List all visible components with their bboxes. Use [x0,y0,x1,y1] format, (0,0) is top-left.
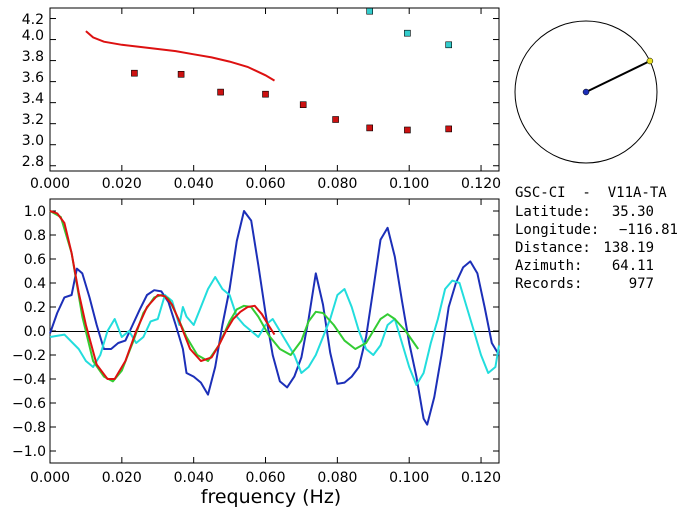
top-x-tick-label: 0.080 [317,176,357,192]
bottom-y-tick-label: 0.4 [24,276,46,292]
bottom-y-tick-label: −0.6 [12,396,46,412]
bottom-y-tick-label: 0.6 [24,252,46,268]
latitude-value: 35.30 [612,204,654,220]
top-data-point [262,90,269,98]
bottom-plot-marks [49,210,500,426]
station-info: GSC-CI - V11A-TA Latitude: 35.30 Longitu… [515,185,678,292]
bottom-y-tick-label: 0.0 [24,324,46,340]
records-value: 977 [629,276,654,292]
azimuth-dial [514,20,658,164]
bottom-x-tick-label: 0.060 [245,470,285,486]
bottom-y-tick-label: 0.8 [24,228,46,244]
top-y-tick-label: 2.8 [22,154,44,170]
top-plot-frame [49,7,500,172]
top-y-tick-label: 4.2 [22,12,44,28]
top-x-tick-label: 0.060 [245,176,285,192]
bottom-x-tick-label: 0.000 [30,470,70,486]
bottom-x-tick-label: 0.120 [461,470,501,486]
top-y-tick-label: 4.0 [22,28,44,44]
top-y-tick-label: 3.6 [22,70,44,86]
top-x-tick-label: 0.000 [30,176,70,192]
top-data-point [404,126,411,134]
records-label: Records: [515,276,582,292]
bottom-y-tick-label: −0.8 [12,420,46,436]
bottom-y-tick-label: 1.0 [24,204,46,220]
bottom-y-tick-label: −0.4 [12,372,46,388]
top-x-tick-label: 0.020 [102,176,142,192]
distance-label: Distance: [515,240,591,256]
top-plot-marks [85,7,453,134]
bottom-y-tick-label: 0.2 [24,300,46,316]
top-data-point [366,7,374,15]
top-x-tick-labels: 0.000 0.020 0.040 0.060 0.080 0.100 0.12… [30,176,501,192]
top-y-tick-label: 3.4 [22,91,44,107]
bottom-x-tick-label: 0.100 [389,470,429,486]
top-data-point [177,71,185,78]
top-y-tick-label: 3.2 [22,112,44,128]
top-y-tick-labels: 2.8 3.0 3.2 3.4 3.6 3.8 4.0 4.2 [22,12,44,170]
top-y-tick-label: 3.0 [22,133,44,149]
top-y-tick-label: 3.8 [22,49,44,65]
top-tick-marks [49,8,499,171]
top-data-point [366,124,374,132]
top-data-point [404,29,411,37]
top-x-tick-label: 0.040 [174,176,214,192]
longitude-label: Longitude: [515,222,599,238]
bottom-series-line [49,276,500,386]
top-data-point [131,69,138,77]
azimuth-dial-center [582,88,590,96]
top-data-point [445,125,453,133]
bottom-x-tick-label: 0.020 [102,470,142,486]
bottom-series-line [49,210,420,383]
bottom-y-tick-label: −0.2 [12,348,46,364]
azimuth-label: Azimuth: [515,258,582,274]
correlation-panel: 0.000 0.020 0.040 0.060 0.080 0.100 0.12… [12,198,501,508]
top-data-point [445,41,453,49]
azimuth-dial-endpoint [646,57,654,65]
top-data-point [332,116,339,123]
longitude-value: −116.81 [619,222,678,238]
top-data-point [299,101,307,108]
bottom-y-tick-labels: 1.0 0.8 0.6 0.4 0.2 0.0 −0.2 −0.4 −0.6 −… [12,204,46,460]
distance-value: 138.19 [603,240,654,256]
dispersion-panel: 0.000 0.020 0.040 0.060 0.080 0.100 0.12… [22,7,501,192]
bottom-x-tick-labels: 0.000 0.020 0.040 0.060 0.080 0.100 0.12… [30,470,501,486]
azimuth-value: 64.11 [612,258,654,274]
top-x-tick-label: 0.120 [461,176,501,192]
azimuth-dial-circle [514,20,658,164]
bottom-y-tick-label: −1.0 [12,444,46,460]
azimuth-dial-needle [585,60,651,93]
station-pair: GSC-CI - V11A-TA [515,185,667,201]
latitude-label: Latitude: [515,204,591,220]
top-series-line [85,30,276,82]
bottom-x-tick-label: 0.040 [174,470,214,486]
top-data-point [217,88,224,96]
bottom-series-line [49,210,500,426]
bottom-series-line [49,210,276,380]
x-axis-title: frequency (Hz) [201,486,341,508]
bottom-x-tick-label: 0.080 [317,470,357,486]
top-x-tick-label: 0.100 [389,176,429,192]
